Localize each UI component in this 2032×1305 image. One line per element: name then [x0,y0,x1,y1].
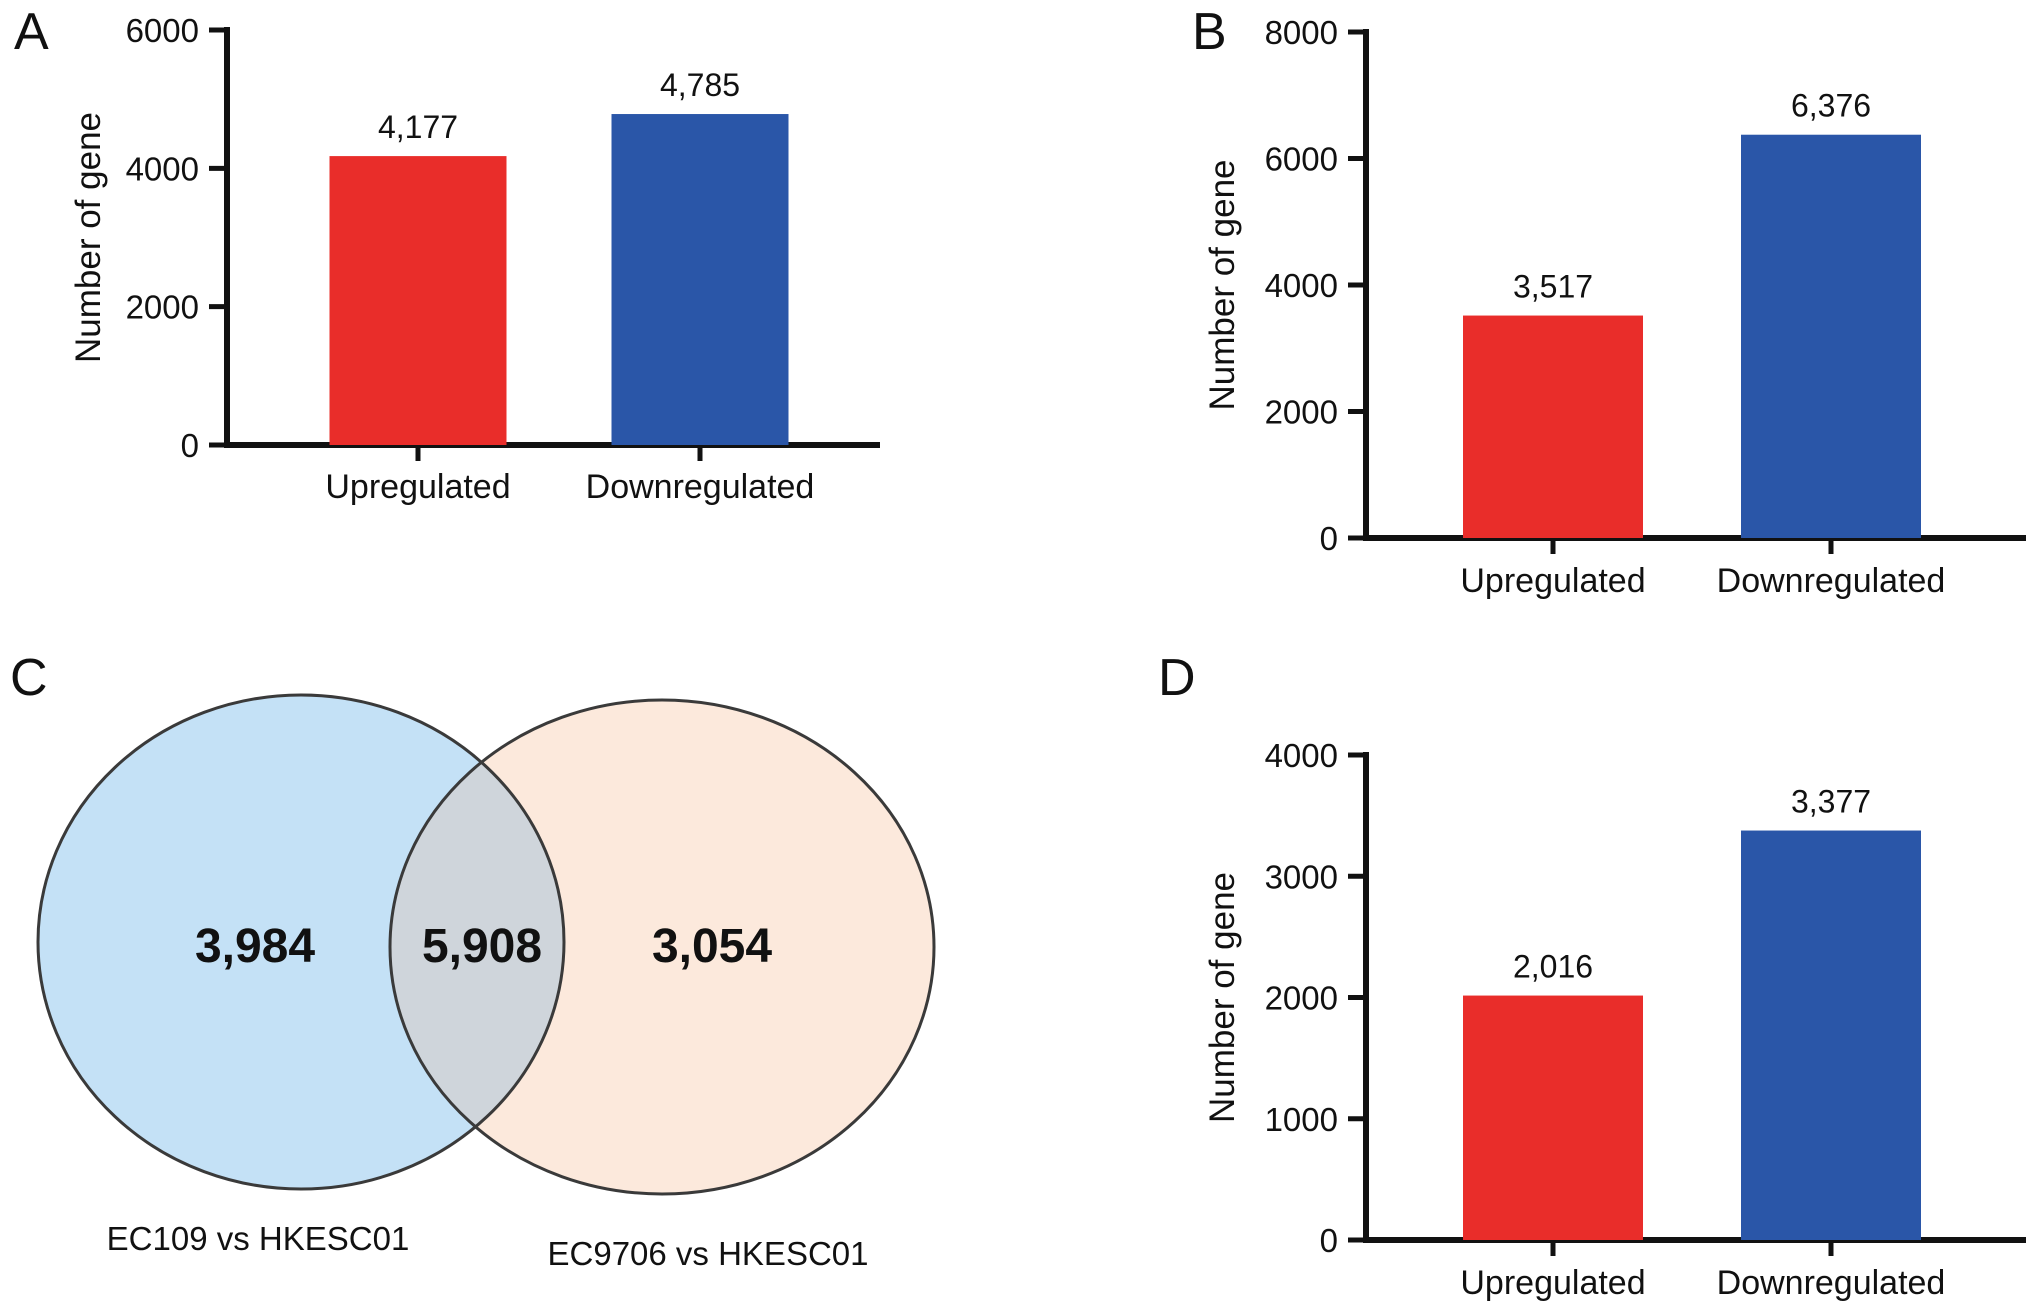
bar-chart-panel-d: 0 1000 2000 3000 4000 Number of gene 2,016 Upre… [1203,737,2026,1302]
y-tick-label: 2000 [1265,394,1338,431]
y-tick-label: 0 [181,427,199,464]
y-tick-label: 6000 [1265,141,1338,178]
bar-upregulated [1463,995,1643,1240]
y-tick-label: 4000 [1265,737,1338,774]
panel-label-d: D [1158,649,1196,707]
category-label: Downregulated [1717,1264,1946,1302]
bar-chart-panel-a: 0 2000 4000 6000 Number of gene 4,177 Upregula… [69,12,880,506]
venn-intersection-count: 5,908 [422,920,542,973]
bar-upregulated [329,156,507,446]
y-axis-title: Number of gene [1203,872,1242,1123]
y-tick-label: 8000 [1265,14,1338,51]
venn-left-count: 3,984 [195,920,315,973]
venn-diagram-panel-c: 3,984 5,908 3,054 EC109 vs HKESC01 EC970… [36,693,936,1272]
panel-label-a: A [14,3,49,61]
y-tick-label: 2000 [126,289,199,326]
y-tick-label: 1000 [1265,1101,1338,1138]
bar-downregulated [1741,830,1921,1240]
panel-label-c: C [10,649,48,707]
category-label: Upregulated [1460,562,1645,600]
bar-value-label: 3,377 [1791,784,1871,820]
bar-downregulated [1741,134,1921,538]
bar-value-label: 2,016 [1513,949,1593,985]
venn-left-set-label: EC109 vs HKESC01 [107,1220,410,1257]
category-label: Upregulated [1460,1264,1645,1302]
panel-label-b: B [1192,3,1227,61]
bar-value-label: 6,376 [1791,88,1871,124]
bar-value-label: 4,177 [378,109,458,145]
y-tick-label: 6000 [126,12,199,49]
y-axis-title: Number of gene [1203,160,1242,411]
y-tick-label: 0 [1320,520,1338,557]
category-label: Upregulated [325,468,510,506]
venn-right-count: 3,054 [652,920,772,973]
bar-downregulated [611,114,789,445]
y-tick-label: 4000 [126,150,199,187]
venn-right-outline [388,698,936,1196]
venn-right-set-label: EC9706 vs HKESC01 [548,1235,869,1272]
bar-upregulated [1463,315,1643,538]
y-axis-title: Number of gene [69,112,108,363]
bar-value-label: 4,785 [660,67,740,103]
y-tick-label: 2000 [1265,980,1338,1017]
category-label: Downregulated [1717,562,1946,600]
bar-chart-panel-b: 0 2000 4000 6000 8000 Number of gene 3,517 Upre… [1203,14,2026,600]
y-tick-label: 0 [1320,1222,1338,1259]
bar-value-label: 3,517 [1513,269,1593,305]
y-tick-label: 3000 [1265,858,1338,895]
venn-left-outline [36,693,566,1191]
y-tick-label: 4000 [1265,267,1338,304]
category-label: Downregulated [586,468,815,506]
